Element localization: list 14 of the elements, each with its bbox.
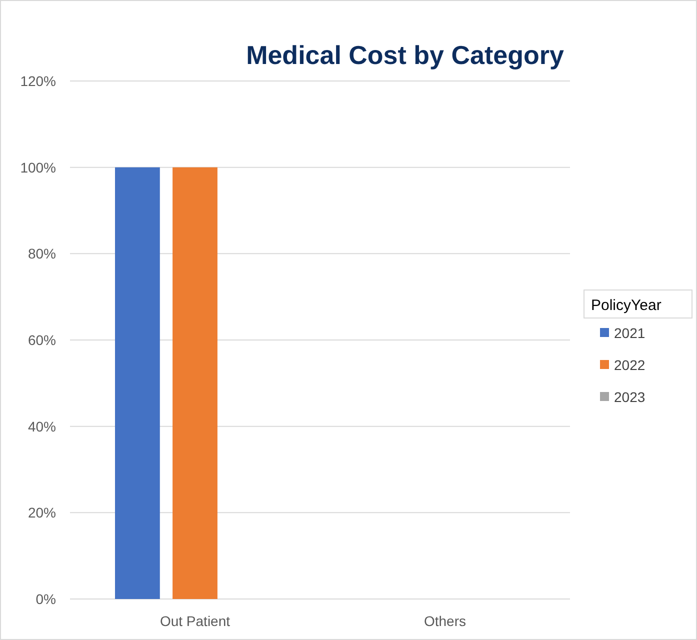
- legend-label: 2022: [614, 357, 646, 373]
- x-tick-label: Others: [424, 613, 466, 629]
- legend-label: 2023: [614, 389, 646, 405]
- chart-title: Medical Cost by Category: [246, 40, 564, 70]
- y-tick-label: 60%: [28, 332, 56, 348]
- y-tick-label: 100%: [20, 159, 56, 176]
- y-tick-label: 80%: [28, 246, 56, 262]
- y-tick-label: 120%: [20, 73, 56, 89]
- y-tick-label: 20%: [28, 504, 56, 521]
- legend-title: PolicyYear: [591, 297, 662, 314]
- x-tick-label: Out Patient: [160, 613, 230, 629]
- legend-label: 2021: [614, 325, 646, 341]
- y-tick-label: 0%: [36, 591, 56, 607]
- y-tick-label: 40%: [28, 418, 56, 434]
